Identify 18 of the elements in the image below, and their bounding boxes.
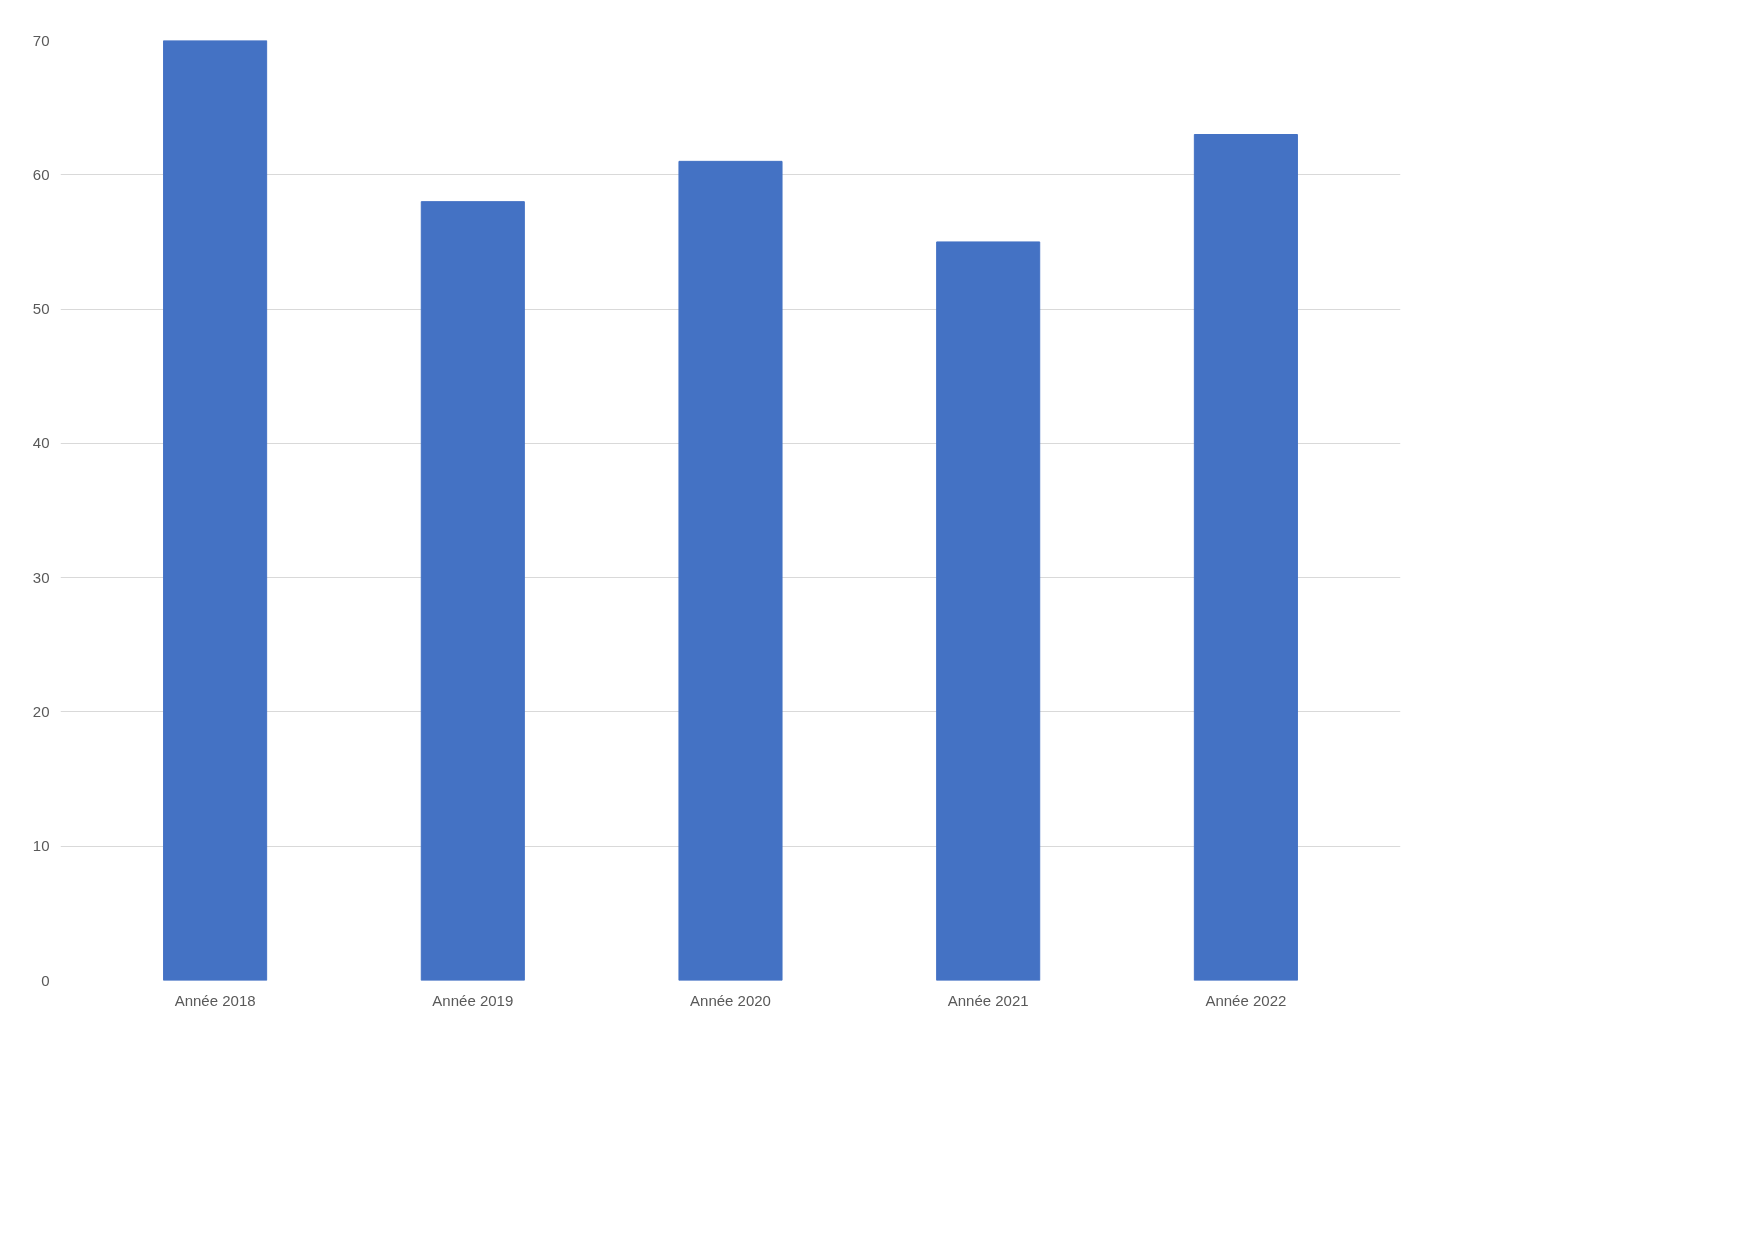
y-tick-label: 20 [32,702,50,720]
bar [420,201,525,981]
bar [1193,134,1298,981]
y-tick-label: 0 [41,971,50,989]
y-tick-label: 70 [32,31,50,49]
bar [678,160,783,981]
bar [936,241,1041,981]
x-tick-label: Année 2019 [432,991,514,1009]
y-tick-label: 60 [32,165,50,183]
bar [163,40,268,981]
y-tick-label: 30 [32,568,50,586]
x-tick-label: Année 2020 [690,991,771,1009]
y-tick-label: 40 [32,434,50,452]
x-tick-label: Année 2021 [947,991,1029,1009]
x-tick-label: Année 2018 [174,991,256,1009]
y-tick-label: 10 [32,837,50,855]
y-tick-label: 50 [32,300,50,318]
x-tick-label: Année 2022 [1205,991,1287,1009]
